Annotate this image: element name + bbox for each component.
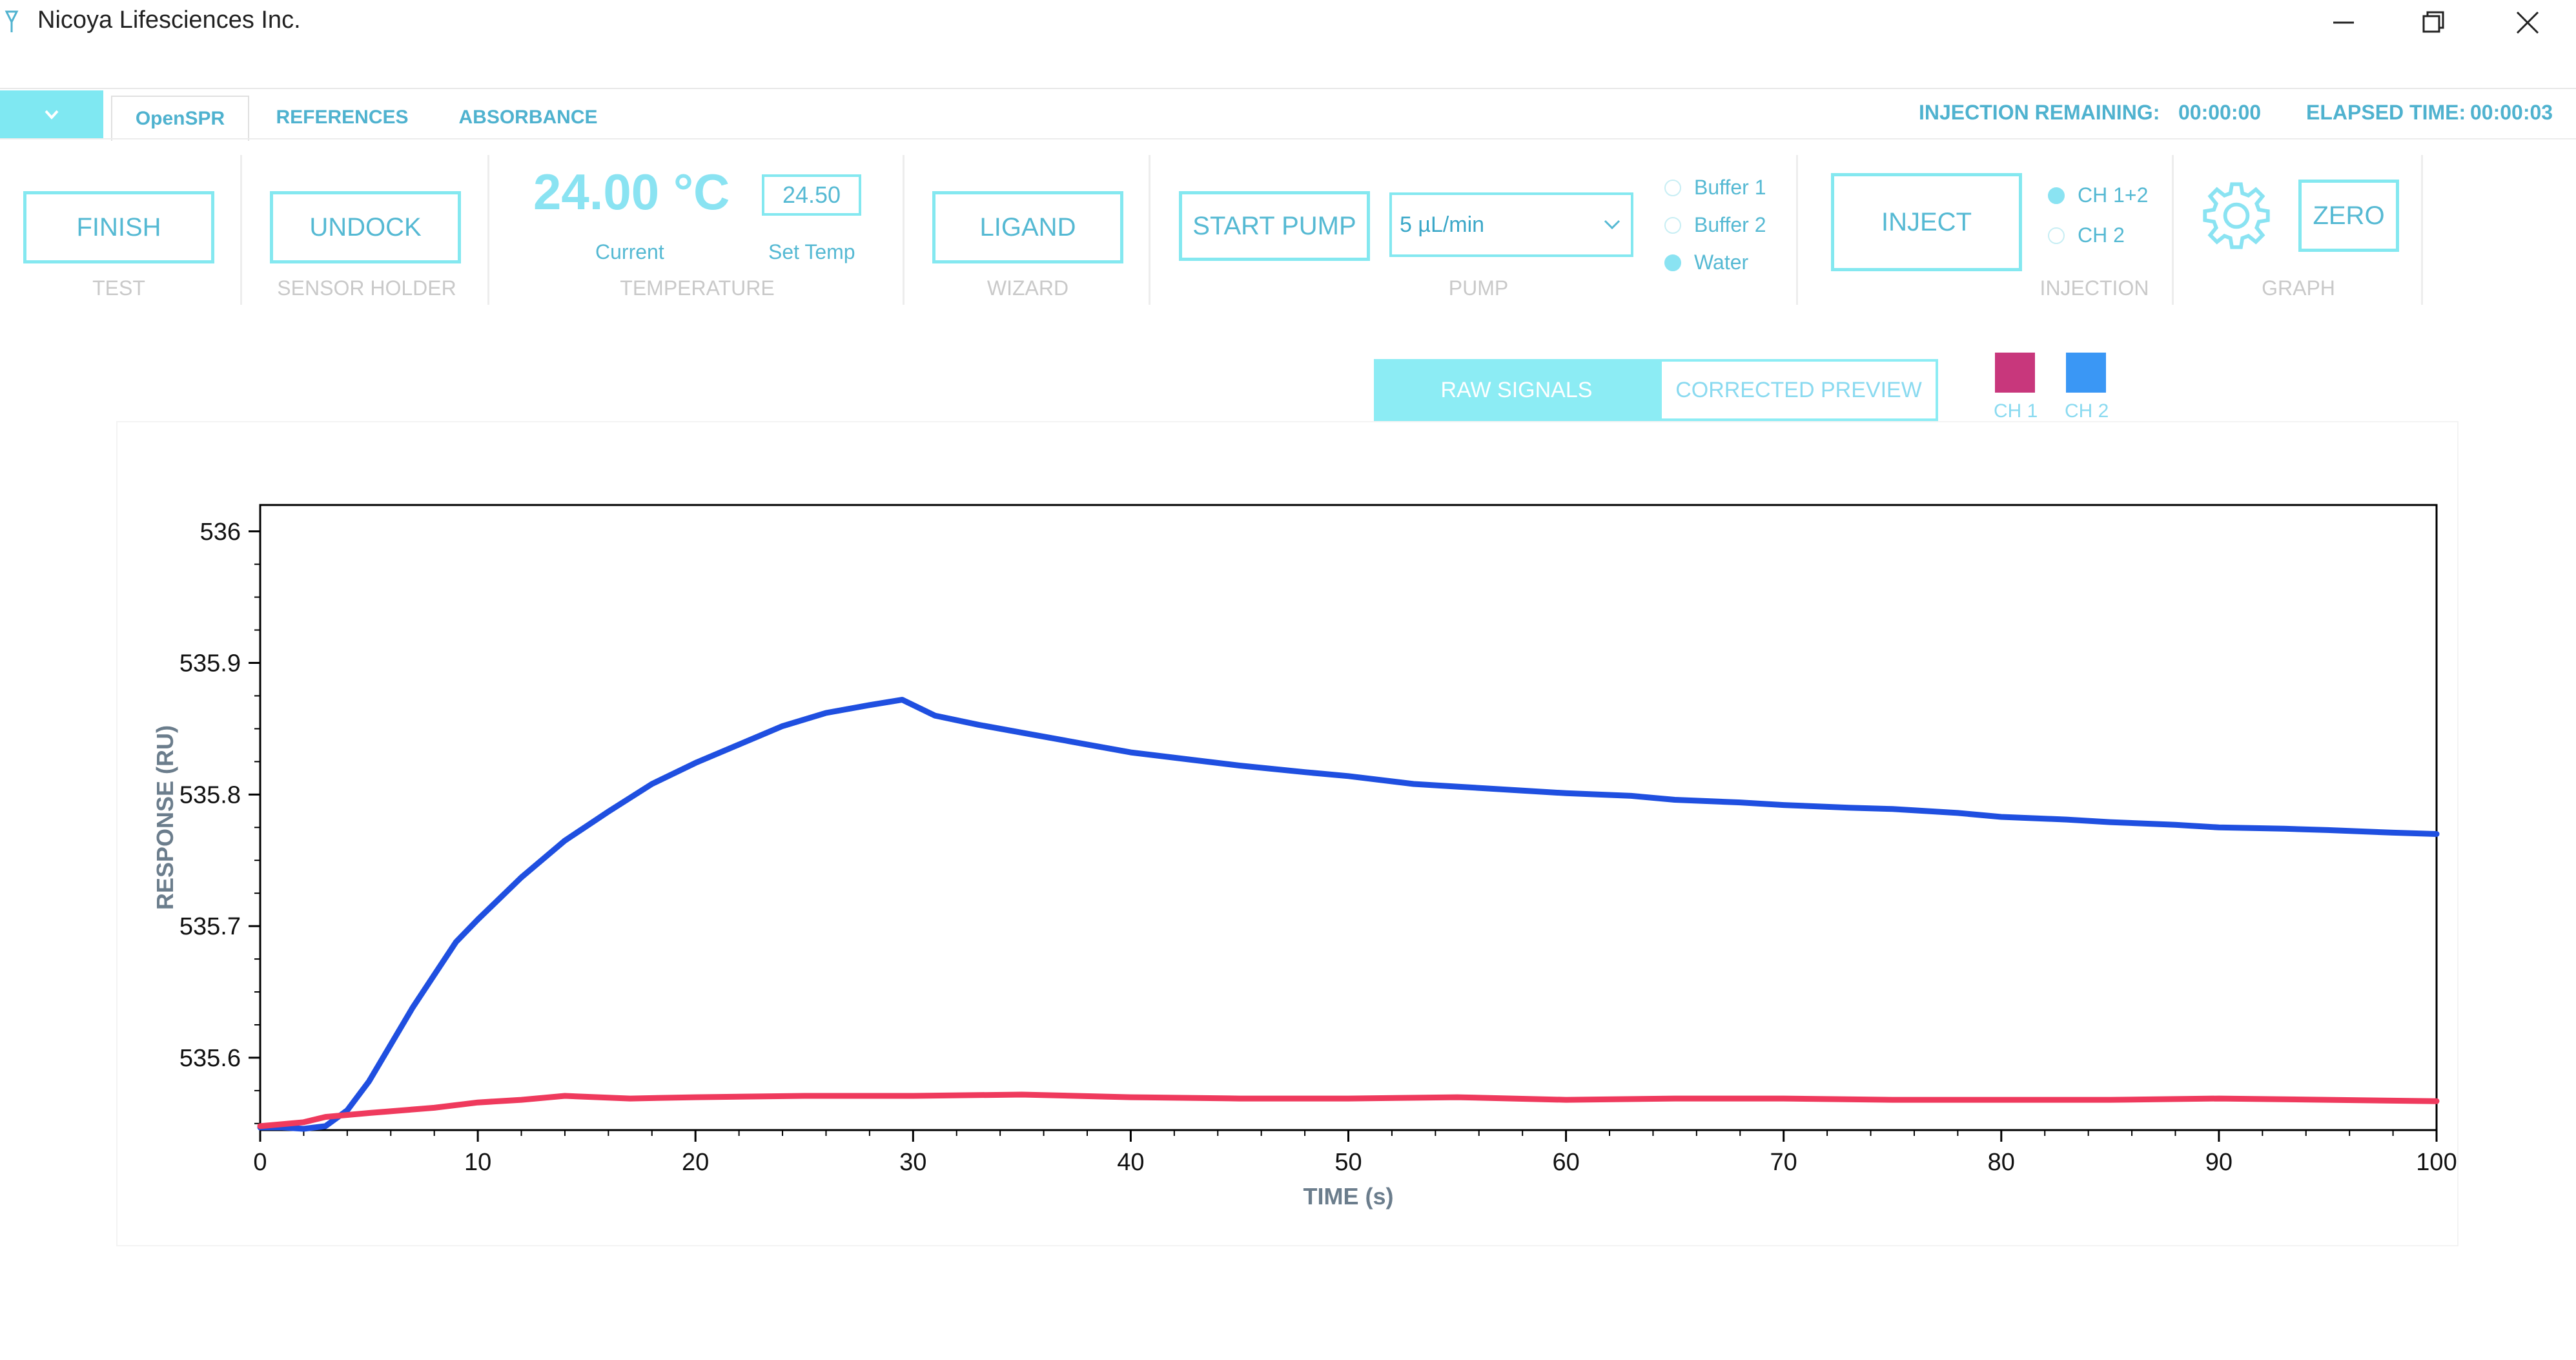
series-layer bbox=[257, 697, 2440, 1132]
chevron-down-icon bbox=[45, 110, 59, 119]
sensor-holder-section-label: SENSOR HOLDER bbox=[277, 276, 456, 300]
injection-remaining-label: INJECTION REMAINING: bbox=[1919, 101, 2160, 124]
radio-water-label: Water bbox=[1694, 251, 1749, 274]
plot-area bbox=[259, 504, 2438, 1131]
radio-buffer-2-label: Buffer 2 bbox=[1694, 213, 1766, 236]
x-tick-label: 80 bbox=[1988, 1149, 2015, 1176]
section-divider bbox=[240, 155, 242, 305]
y-tick-label: 535.9 bbox=[179, 650, 241, 677]
minimize-icon bbox=[2333, 21, 2354, 24]
close-icon bbox=[2516, 11, 2539, 34]
x-tick-label: 70 bbox=[1770, 1149, 1797, 1176]
radio-buffer-1-label: Buffer 1 bbox=[1694, 176, 1766, 199]
injection-remaining-value: 00:00:00 bbox=[2178, 101, 2262, 124]
series-line-ch-2 bbox=[257, 697, 2440, 1132]
set-temperature-input[interactable]: 24.50 bbox=[762, 174, 861, 216]
section-divider bbox=[1796, 155, 1798, 305]
x-tick-label: 20 bbox=[682, 1149, 709, 1176]
minimize-button[interactable] bbox=[2295, 0, 2392, 45]
ch2-color-swatch[interactable] bbox=[2066, 353, 2106, 393]
main-menu-dropdown[interactable] bbox=[0, 90, 103, 139]
close-button[interactable] bbox=[2479, 0, 2576, 45]
y-axis: 535.6 535.7 535.8 535.9 536 bbox=[179, 519, 260, 1124]
radio-ch-1-2[interactable] bbox=[2048, 187, 2065, 204]
window-title: Nicoya Lifesciences Inc. bbox=[37, 6, 301, 34]
start-pump-button[interactable]: START PUMP bbox=[1179, 191, 1370, 261]
set-temperature-label: Set Temp bbox=[768, 240, 855, 263]
finish-button[interactable]: FINISH bbox=[23, 191, 214, 263]
elapsed-time-value: 00:00:03 bbox=[2470, 101, 2553, 124]
x-tick-label: 50 bbox=[1334, 1149, 1362, 1176]
ch1-color-swatch[interactable] bbox=[1995, 353, 2035, 393]
tab-references[interactable]: REFERENCES bbox=[276, 107, 409, 128]
x-tick-label: 40 bbox=[1117, 1149, 1144, 1176]
section-divider bbox=[1149, 155, 1150, 305]
zero-button[interactable]: ZERO bbox=[2298, 180, 2399, 252]
current-temperature-value: 24.00 °C bbox=[533, 163, 730, 220]
tab-absorbance[interactable]: ABSORBANCE bbox=[458, 107, 598, 128]
y-axis-label: RESPONSE (RU) bbox=[152, 725, 178, 910]
y-tick-label: 535.6 bbox=[179, 1045, 241, 1072]
injection-section-label: INJECTION bbox=[2039, 276, 2149, 300]
test-section-label: TEST bbox=[92, 276, 145, 300]
gear-icon[interactable] bbox=[2199, 178, 2274, 253]
ch2-swatch-label: CH 2 bbox=[2065, 400, 2109, 422]
x-tick-label: 10 bbox=[464, 1149, 491, 1176]
radio-ch-2[interactable] bbox=[2048, 227, 2065, 244]
pump-section-label: PUMP bbox=[1448, 276, 1509, 300]
y-tick-label: 535.7 bbox=[179, 913, 241, 940]
section-divider bbox=[2421, 155, 2423, 305]
section-divider bbox=[2172, 155, 2174, 305]
ch1-swatch-label: CH 1 bbox=[1994, 400, 2038, 422]
titlebar-divider bbox=[0, 88, 2576, 89]
radio-ch-1-2-label: CH 1+2 bbox=[2078, 183, 2149, 207]
inject-button[interactable]: INJECT bbox=[1831, 173, 2022, 271]
tab-openspr[interactable]: OpenSPR bbox=[111, 96, 249, 141]
current-temperature-label: Current bbox=[595, 240, 664, 263]
restore-icon bbox=[2422, 11, 2444, 33]
series-line-ch-1 bbox=[257, 1091, 2440, 1129]
elapsed-time-label: ELAPSED TIME: bbox=[2306, 101, 2466, 124]
restore-button[interactable] bbox=[2386, 0, 2482, 45]
graph-panel bbox=[116, 421, 2458, 1246]
x-tick-label: 30 bbox=[899, 1149, 926, 1176]
flow-rate-value: 5 µL/min bbox=[1400, 212, 1485, 237]
x-tick-label: 0 bbox=[253, 1149, 267, 1176]
x-axis: 0 10 20 30 40 50 60 70 80 90 100 bbox=[253, 1130, 2457, 1176]
graph-section-label: GRAPH bbox=[2262, 276, 2335, 300]
x-tick-label: 90 bbox=[2205, 1149, 2233, 1176]
section-divider bbox=[487, 155, 489, 305]
x-axis-label: TIME (s) bbox=[1303, 1183, 1394, 1210]
x-tick-label: 60 bbox=[1552, 1149, 1579, 1176]
undock-button[interactable]: UNDOCK bbox=[270, 191, 461, 263]
section-divider bbox=[903, 155, 905, 305]
corrected-preview-toggle[interactable]: CORRECTED PREVIEW bbox=[1659, 359, 1938, 421]
raw-signals-toggle[interactable]: RAW SIGNALS bbox=[1374, 359, 1659, 421]
wizard-section-label: WIZARD bbox=[986, 276, 1069, 300]
x-tick-label: 100 bbox=[2416, 1149, 2457, 1176]
nicoya-logo-icon bbox=[5, 10, 19, 32]
radio-buffer-2[interactable] bbox=[1664, 217, 1681, 234]
radio-buffer-1[interactable] bbox=[1664, 180, 1681, 196]
chevron-down-icon bbox=[1604, 220, 1620, 230]
y-tick-label: 536 bbox=[200, 519, 241, 546]
y-tick-label: 535.8 bbox=[179, 781, 241, 809]
ligand-wizard-button[interactable]: LIGAND bbox=[932, 191, 1123, 263]
tab-divider bbox=[0, 138, 2576, 139]
radio-ch-2-label: CH 2 bbox=[2078, 223, 2125, 247]
radio-water[interactable] bbox=[1664, 254, 1681, 271]
temperature-section-label: TEMPERATURE bbox=[620, 276, 775, 300]
flow-rate-select[interactable]: 5 µL/min bbox=[1389, 192, 1633, 257]
